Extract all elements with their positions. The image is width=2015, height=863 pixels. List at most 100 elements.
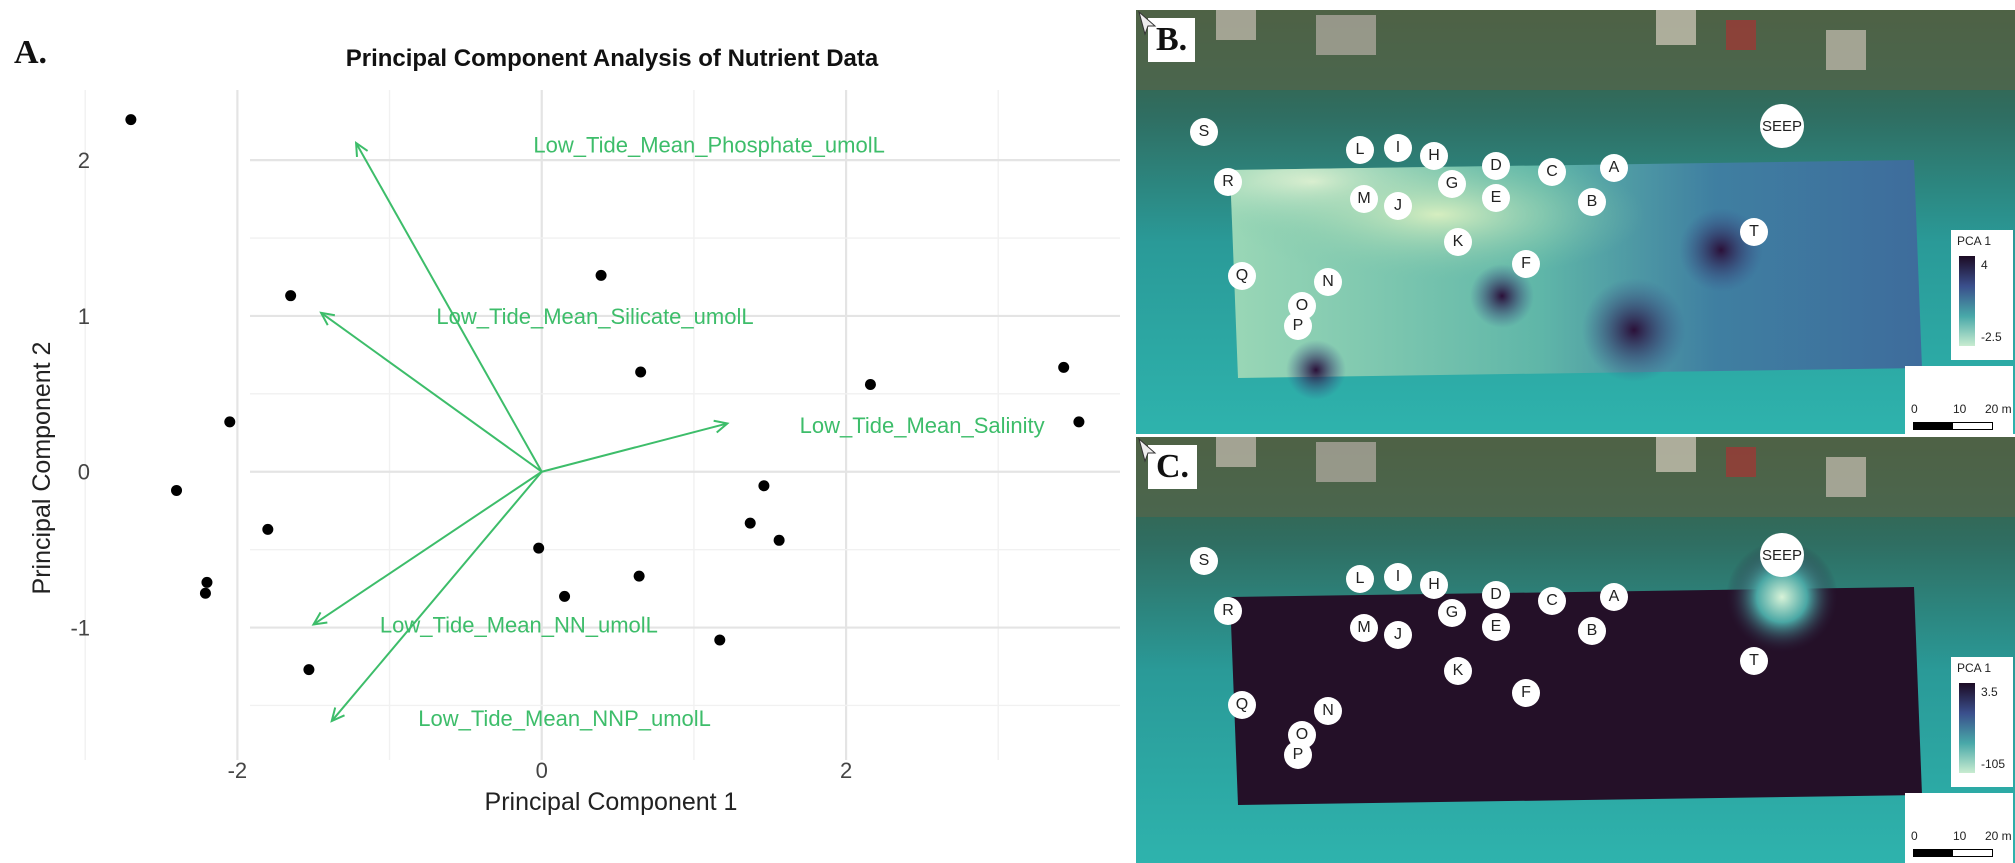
score-points (125, 114, 1085, 676)
score-point (633, 570, 645, 582)
score-point (262, 523, 274, 535)
site-marker-j: J (1384, 192, 1412, 220)
legend-title: PCA 1 (1957, 234, 1992, 248)
score-point (714, 634, 726, 646)
scale-label: 20 m (1985, 402, 2012, 416)
panel-label-c: C. (1148, 445, 1198, 489)
site-marker-d: D (1482, 581, 1510, 609)
loading-arrow (541, 422, 728, 473)
north-arrow-icon (1138, 437, 1157, 463)
site-marker-s: S (1190, 547, 1218, 575)
site-marker-c: C (1538, 158, 1566, 186)
site-marker-s: S (1190, 118, 1218, 146)
score-point (559, 590, 571, 602)
loading-arrow (330, 471, 543, 722)
site-marker-q: Q (1228, 691, 1256, 719)
site-marker-p: P (1284, 741, 1312, 769)
loading-label: Low_Tide_Mean_NNP_umolL (418, 706, 711, 731)
legend-colorbar (1959, 256, 1975, 346)
scale-bar (1913, 849, 1993, 857)
site-marker-seep: SEEP (1760, 104, 1804, 148)
legend-title: PCA 1 (1957, 661, 1992, 675)
score-point (199, 587, 211, 599)
tick-labels: -2 0 2 -1 0 1 2 (70, 148, 852, 783)
pca-biplot: Low_Tide_Mean_Phosphate_umolL Low_Tide_Me… (28, 45, 1120, 816)
legend-min: -2.5 (1981, 330, 2002, 344)
x-tick-label: -2 (228, 758, 248, 783)
color-legend-c: PCA 1 3.5 -105 (1951, 657, 2013, 787)
site-marker-t: T (1740, 218, 1768, 246)
scale-label: 20 m (1985, 829, 2012, 843)
loading-arrowhead (319, 311, 336, 326)
site-marker-r: R (1214, 168, 1242, 196)
site-marker-k: K (1444, 228, 1472, 256)
site-marker-h: H (1420, 142, 1448, 170)
site-marker-i: I (1384, 134, 1412, 162)
site-marker-k: K (1444, 657, 1472, 685)
y-tick-label: 2 (78, 148, 90, 173)
x-tick-label: 0 (536, 758, 548, 783)
legend-colorbar (1959, 683, 1975, 773)
site-marker-n: N (1314, 697, 1342, 725)
loading-arrow (320, 312, 543, 473)
site-marker-e: E (1482, 184, 1510, 212)
loading-arrowhead (354, 140, 369, 158)
site-marker-a: A (1600, 583, 1628, 611)
score-point (1058, 361, 1070, 373)
score-point (1073, 416, 1085, 428)
scale-label: 10 (1953, 402, 1967, 416)
scale-bar (1913, 422, 1993, 430)
site-marker-n: N (1314, 268, 1342, 296)
score-point (224, 416, 236, 428)
site-marker-f: F (1512, 679, 1540, 707)
aerial-map-b (1136, 10, 2015, 434)
panel-label-a: A. (14, 34, 48, 71)
site-marker-l: L (1346, 565, 1374, 593)
score-point (171, 484, 183, 496)
score-point (635, 366, 647, 378)
x-tick-label: 2 (840, 758, 852, 783)
map-panel-b: B. S R Q O P N L M I J H G K D E F C B A T SEEP PCA 1 4 -2.5… (1136, 10, 2015, 434)
map-panel-c: C. S R Q O P N L M I J H G K D E F C B A T SEEP PCA 1 3.5 -1… (1136, 437, 2015, 863)
aerial-map-c (1136, 437, 2015, 863)
site-marker-p: P (1284, 312, 1312, 340)
site-marker-m: M (1350, 185, 1378, 213)
scale-bar-b: 0 10 20 m (1905, 366, 2013, 434)
scale-bar-c: 0 10 20 m (1905, 793, 2013, 863)
site-marker-r: R (1214, 597, 1242, 625)
color-legend-b: PCA 1 4 -2.5 (1951, 230, 2013, 360)
site-marker-b: B (1578, 617, 1606, 645)
loading-arrow (355, 142, 543, 473)
loading-label: Low_Tide_Mean_Salinity (800, 413, 1045, 438)
y-tick-label: 1 (78, 304, 90, 329)
legend-max: 3.5 (1981, 685, 1998, 699)
site-marker-b: B (1578, 188, 1606, 216)
chart-title: Principal Component Analysis of Nutrient… (346, 45, 879, 72)
loading-label: Low_Tide_Mean_NN_umolL (380, 612, 658, 637)
legend-min: -105 (1981, 757, 2006, 771)
site-marker-q: Q (1228, 262, 1256, 290)
y-tick-label: -1 (70, 616, 90, 641)
panel-label-b: B. (1148, 18, 1196, 62)
site-marker-g: G (1438, 599, 1466, 627)
site-marker-h: H (1420, 571, 1448, 599)
x-axis-label: Principal Component 1 (485, 788, 738, 816)
scale-label: 0 (1911, 402, 1918, 416)
site-marker-i: I (1384, 563, 1412, 591)
site-marker-d: D (1482, 152, 1510, 180)
site-marker-m: M (1350, 614, 1378, 642)
site-marker-a: A (1600, 154, 1628, 182)
loading-label: Low_Tide_Mean_Phosphate_umolL (533, 133, 884, 158)
loading-arrowhead (713, 419, 730, 434)
scale-label: 10 (1953, 829, 1967, 843)
site-marker-f: F (1512, 250, 1540, 278)
site-marker-e: E (1482, 613, 1510, 641)
grid-lines (84, 90, 1120, 760)
loading-arrowhead (311, 611, 328, 626)
y-tick-label: 0 (78, 460, 90, 485)
loading-arrow (312, 470, 543, 626)
loading-arrowhead (330, 707, 345, 723)
score-point (773, 534, 785, 546)
legend-max: 4 (1981, 258, 1988, 272)
loading-arrows (311, 140, 730, 723)
